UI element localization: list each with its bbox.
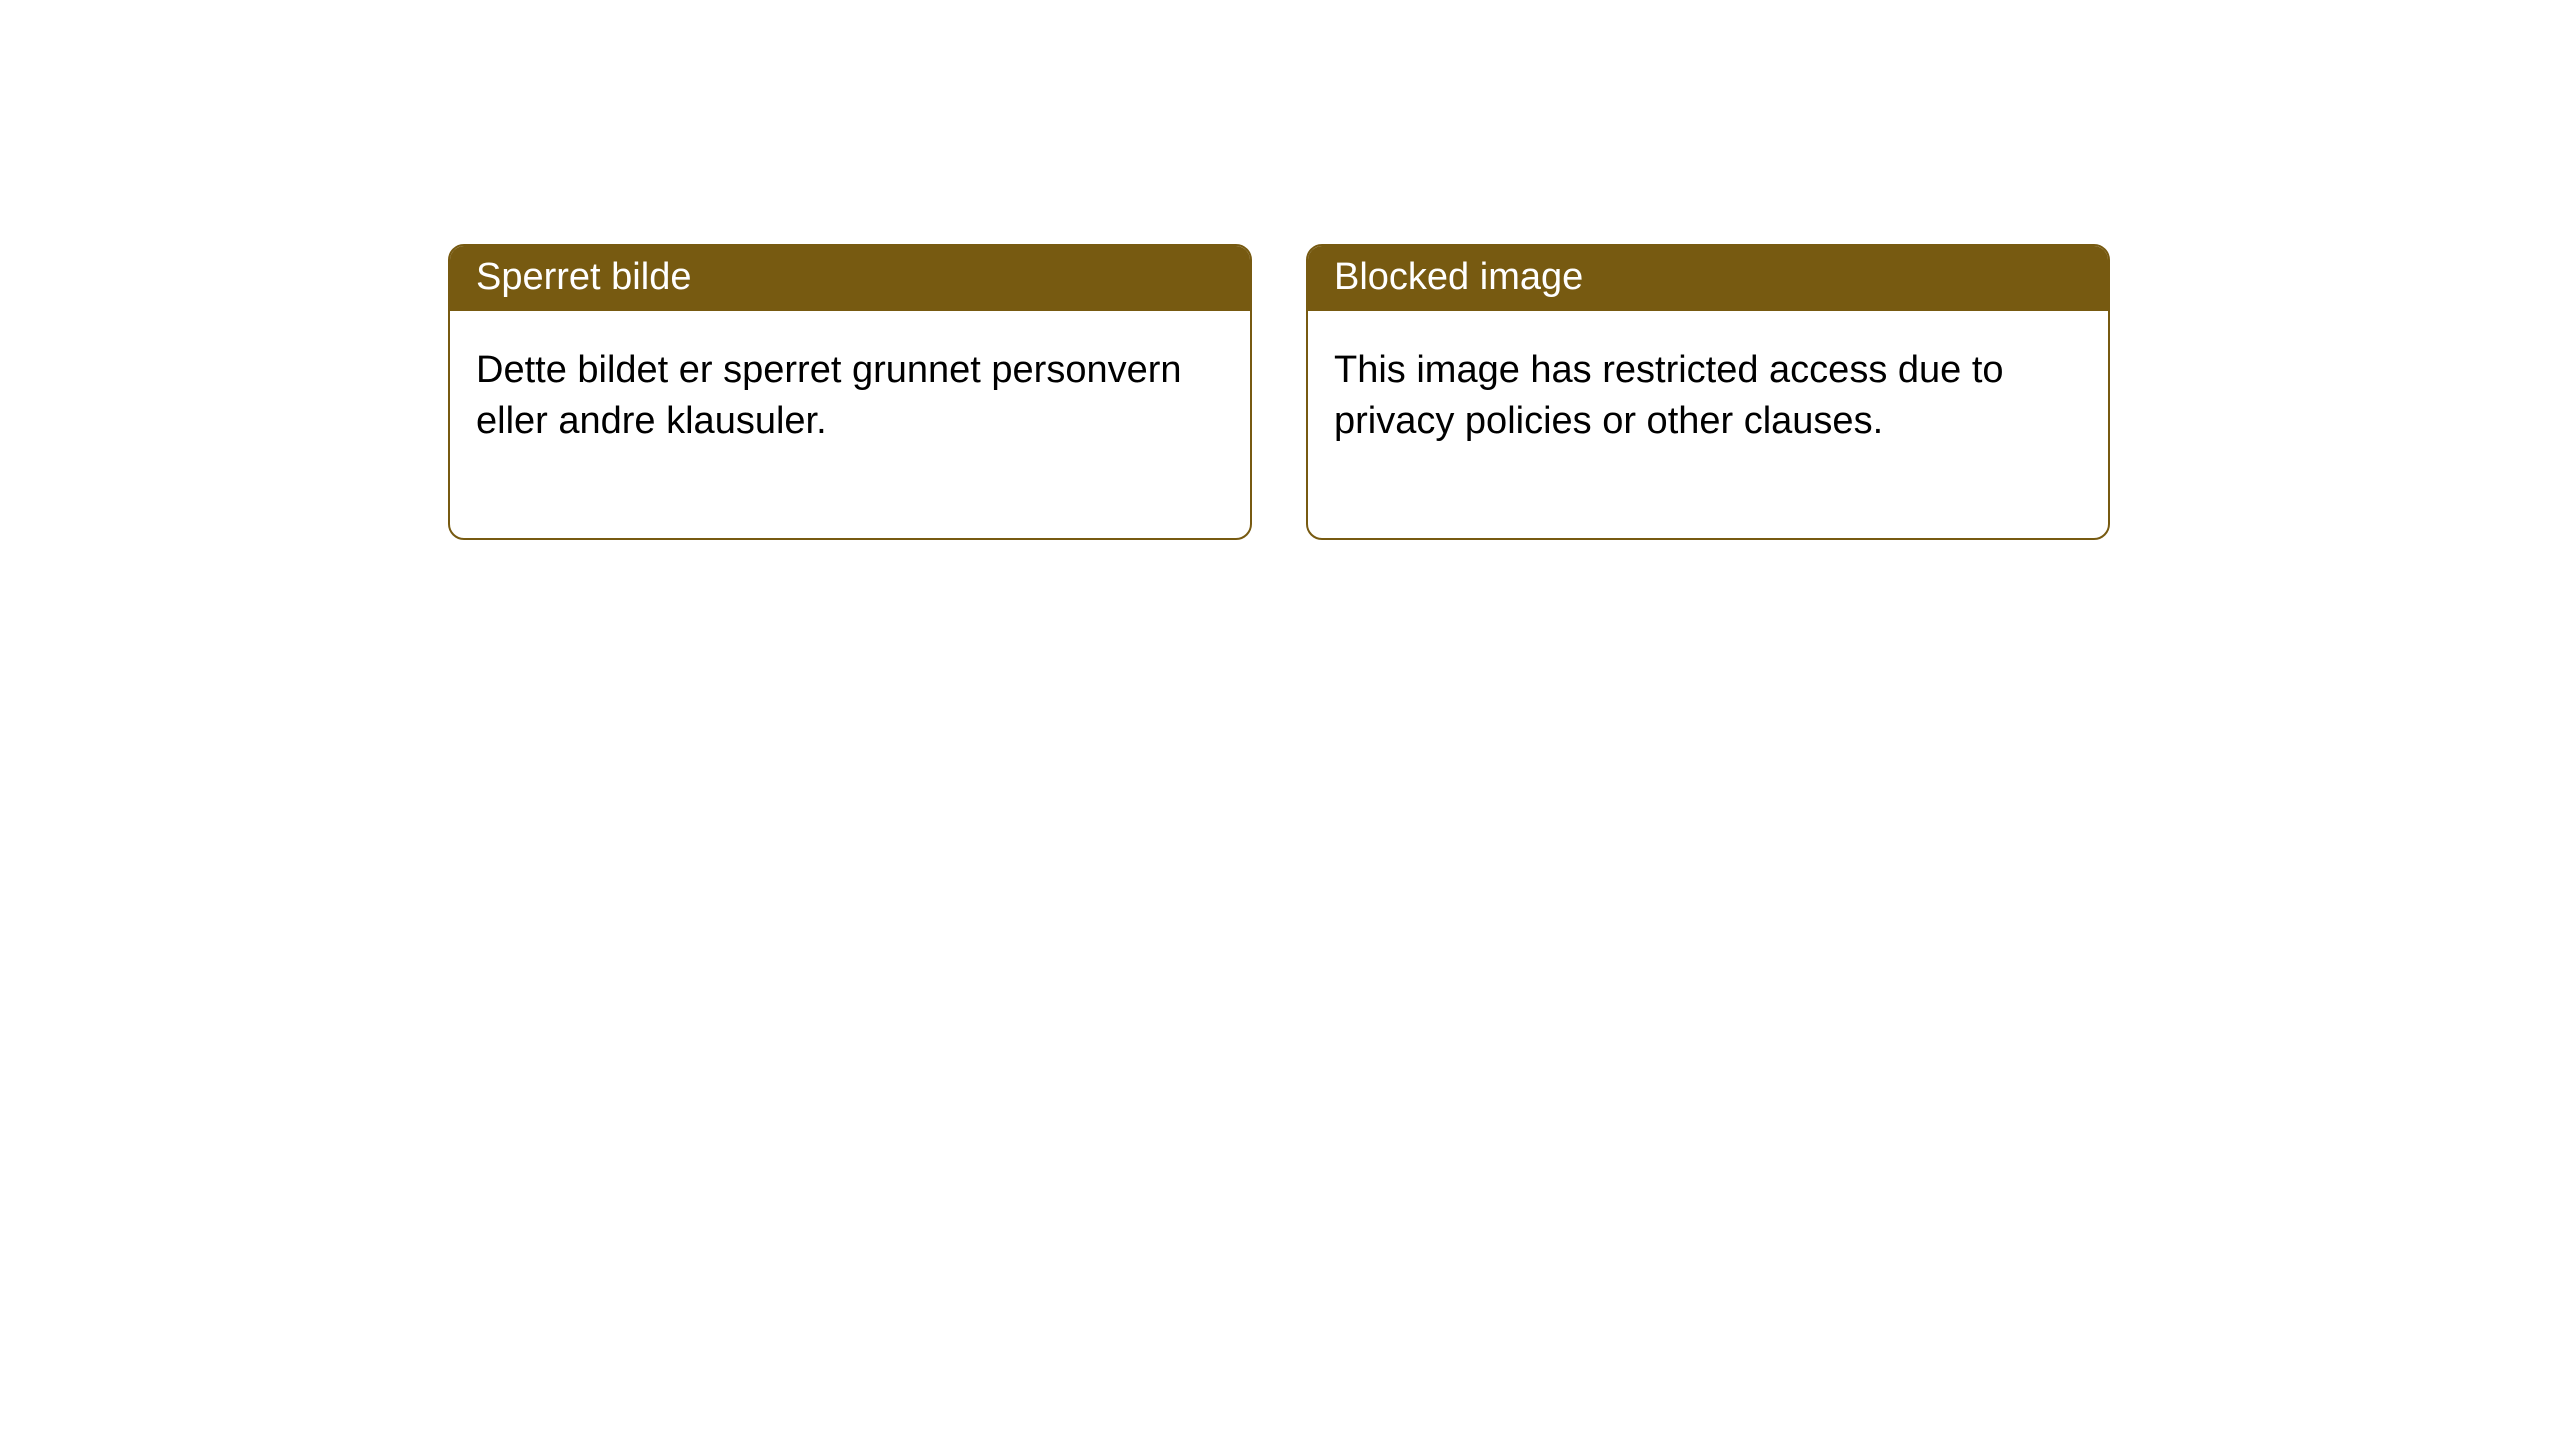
- notice-card-right: Blocked image This image has restricted …: [1306, 244, 2110, 540]
- notice-body-right: This image has restricted access due to …: [1308, 311, 2108, 538]
- notice-container: Sperret bilde Dette bildet er sperret gr…: [0, 0, 2560, 540]
- notice-title-right: Blocked image: [1308, 246, 2108, 311]
- notice-body-left: Dette bildet er sperret grunnet personve…: [450, 311, 1250, 538]
- notice-card-left: Sperret bilde Dette bildet er sperret gr…: [448, 244, 1252, 540]
- notice-title-left: Sperret bilde: [450, 246, 1250, 311]
